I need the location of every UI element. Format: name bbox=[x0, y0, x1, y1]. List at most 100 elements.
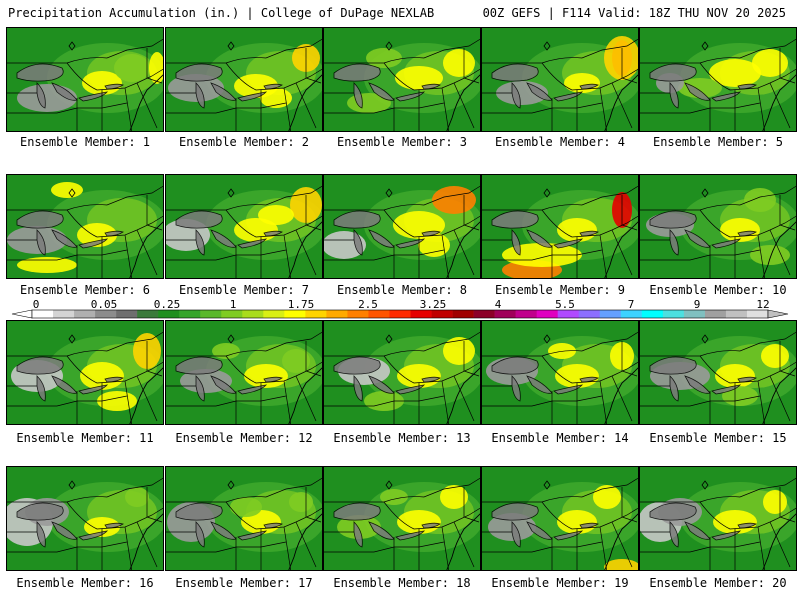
lake-outline bbox=[36, 521, 46, 548]
member-label: Ensemble Member: 1 bbox=[19, 135, 151, 149]
boundary-line bbox=[599, 87, 608, 131]
precip-blob bbox=[212, 343, 240, 359]
boundary-line bbox=[699, 209, 796, 238]
precip-blob bbox=[337, 515, 381, 539]
precip-blob bbox=[17, 257, 77, 273]
lake-outline bbox=[711, 384, 741, 395]
colorbar-left-arrow bbox=[11, 309, 33, 319]
precip-map bbox=[640, 467, 796, 570]
lake-outline bbox=[395, 91, 425, 102]
precip-blob bbox=[709, 59, 761, 87]
boundary-line bbox=[441, 87, 450, 131]
coastline bbox=[604, 513, 638, 570]
colorbar-segment bbox=[158, 310, 180, 318]
colorbar-tick-label: 5.5 bbox=[555, 298, 575, 311]
lake-outline bbox=[553, 530, 583, 541]
boundary-line bbox=[611, 229, 633, 276]
precip-map bbox=[324, 28, 480, 131]
boundary-line bbox=[324, 477, 480, 503]
boundary-line bbox=[611, 521, 633, 568]
member-label: Ensemble Member: 4 bbox=[494, 135, 626, 149]
lake-outline bbox=[649, 63, 697, 82]
colorbar-segment bbox=[116, 310, 138, 318]
boundary-line bbox=[611, 375, 633, 422]
colorbar-segment bbox=[368, 310, 390, 318]
coastline bbox=[288, 513, 322, 570]
member-label: Ensemble Member: 9 bbox=[494, 283, 626, 297]
diamond-marker bbox=[227, 334, 235, 344]
coastline bbox=[604, 367, 638, 424]
coastline bbox=[762, 367, 796, 424]
precip-map bbox=[7, 175, 163, 278]
boundary-line bbox=[66, 209, 163, 238]
lake-outline bbox=[649, 502, 697, 521]
precip-map bbox=[482, 321, 638, 424]
lake-outline bbox=[237, 530, 267, 541]
lake-outline bbox=[511, 229, 521, 256]
lake-outline bbox=[353, 229, 363, 256]
member-label: Ensemble Member: 2 bbox=[178, 135, 310, 149]
colorbar-segment bbox=[725, 310, 748, 318]
boundary-line bbox=[225, 62, 322, 91]
lake-outline bbox=[711, 530, 741, 541]
colorbar-tick-label: 7 bbox=[627, 298, 635, 311]
boundary-line bbox=[283, 380, 292, 424]
colorbar-segment bbox=[599, 310, 622, 318]
diamond-marker bbox=[68, 41, 76, 51]
boundary-line bbox=[769, 521, 791, 568]
coastline bbox=[129, 367, 163, 424]
coastline bbox=[129, 221, 163, 278]
colorbar-tick-label: 0.25 bbox=[153, 298, 181, 311]
colorbar-tick-label: 12 bbox=[756, 298, 770, 311]
boundary-line bbox=[324, 331, 480, 357]
member-label: Ensemble Member: 7 bbox=[178, 283, 310, 297]
colorbar-segment bbox=[494, 310, 516, 318]
member-label: Ensemble Member: 14 bbox=[491, 431, 629, 445]
boundary-line bbox=[283, 87, 292, 131]
coastline bbox=[288, 221, 322, 278]
colorbar-segment bbox=[452, 310, 474, 318]
boundary-line bbox=[66, 501, 163, 530]
lake-outline bbox=[669, 229, 679, 256]
diamond-marker bbox=[701, 188, 709, 198]
boundary-line bbox=[757, 234, 766, 278]
boundary-line bbox=[225, 355, 322, 384]
boundary-line bbox=[482, 331, 638, 357]
diamond-marker bbox=[543, 334, 551, 344]
coastline bbox=[604, 221, 638, 278]
lake-outline bbox=[669, 375, 679, 402]
coastline bbox=[604, 74, 638, 131]
diamond-marker bbox=[227, 41, 235, 51]
boundary-line bbox=[769, 229, 791, 276]
colorbar-segment bbox=[431, 310, 453, 318]
coastline bbox=[762, 74, 796, 131]
precip-map bbox=[482, 28, 638, 131]
boundary-line bbox=[699, 355, 796, 384]
boundary-line bbox=[7, 477, 163, 503]
lake-outline bbox=[237, 91, 267, 102]
colorbar-segment bbox=[704, 310, 727, 318]
precip-map bbox=[482, 175, 638, 278]
precip-blob bbox=[84, 517, 120, 537]
lake-outline bbox=[333, 210, 381, 229]
colorbar-tick-label: 1 bbox=[229, 298, 237, 311]
lake-outline bbox=[195, 375, 205, 402]
precip-blob bbox=[244, 364, 288, 388]
member-label: Ensemble Member: 19 bbox=[491, 576, 629, 590]
boundary-line bbox=[295, 521, 317, 568]
precip-blob bbox=[443, 337, 475, 365]
lake-outline bbox=[711, 91, 741, 102]
lake-outline bbox=[669, 521, 679, 548]
diamond-marker bbox=[68, 480, 76, 490]
precip-blob bbox=[440, 485, 468, 509]
boundary-line bbox=[7, 38, 163, 64]
member-label: Ensemble Member: 5 bbox=[652, 135, 784, 149]
colorbar-tick-label: 4 bbox=[494, 298, 502, 311]
precip-map bbox=[640, 321, 796, 424]
colorbar-tick-label: 0.05 bbox=[90, 298, 118, 311]
colorbar-segment bbox=[326, 310, 348, 318]
member-label: Ensemble Member: 11 bbox=[16, 431, 154, 445]
lake-outline bbox=[491, 63, 539, 82]
boundary-line bbox=[699, 501, 796, 530]
precip-blob bbox=[744, 188, 776, 212]
